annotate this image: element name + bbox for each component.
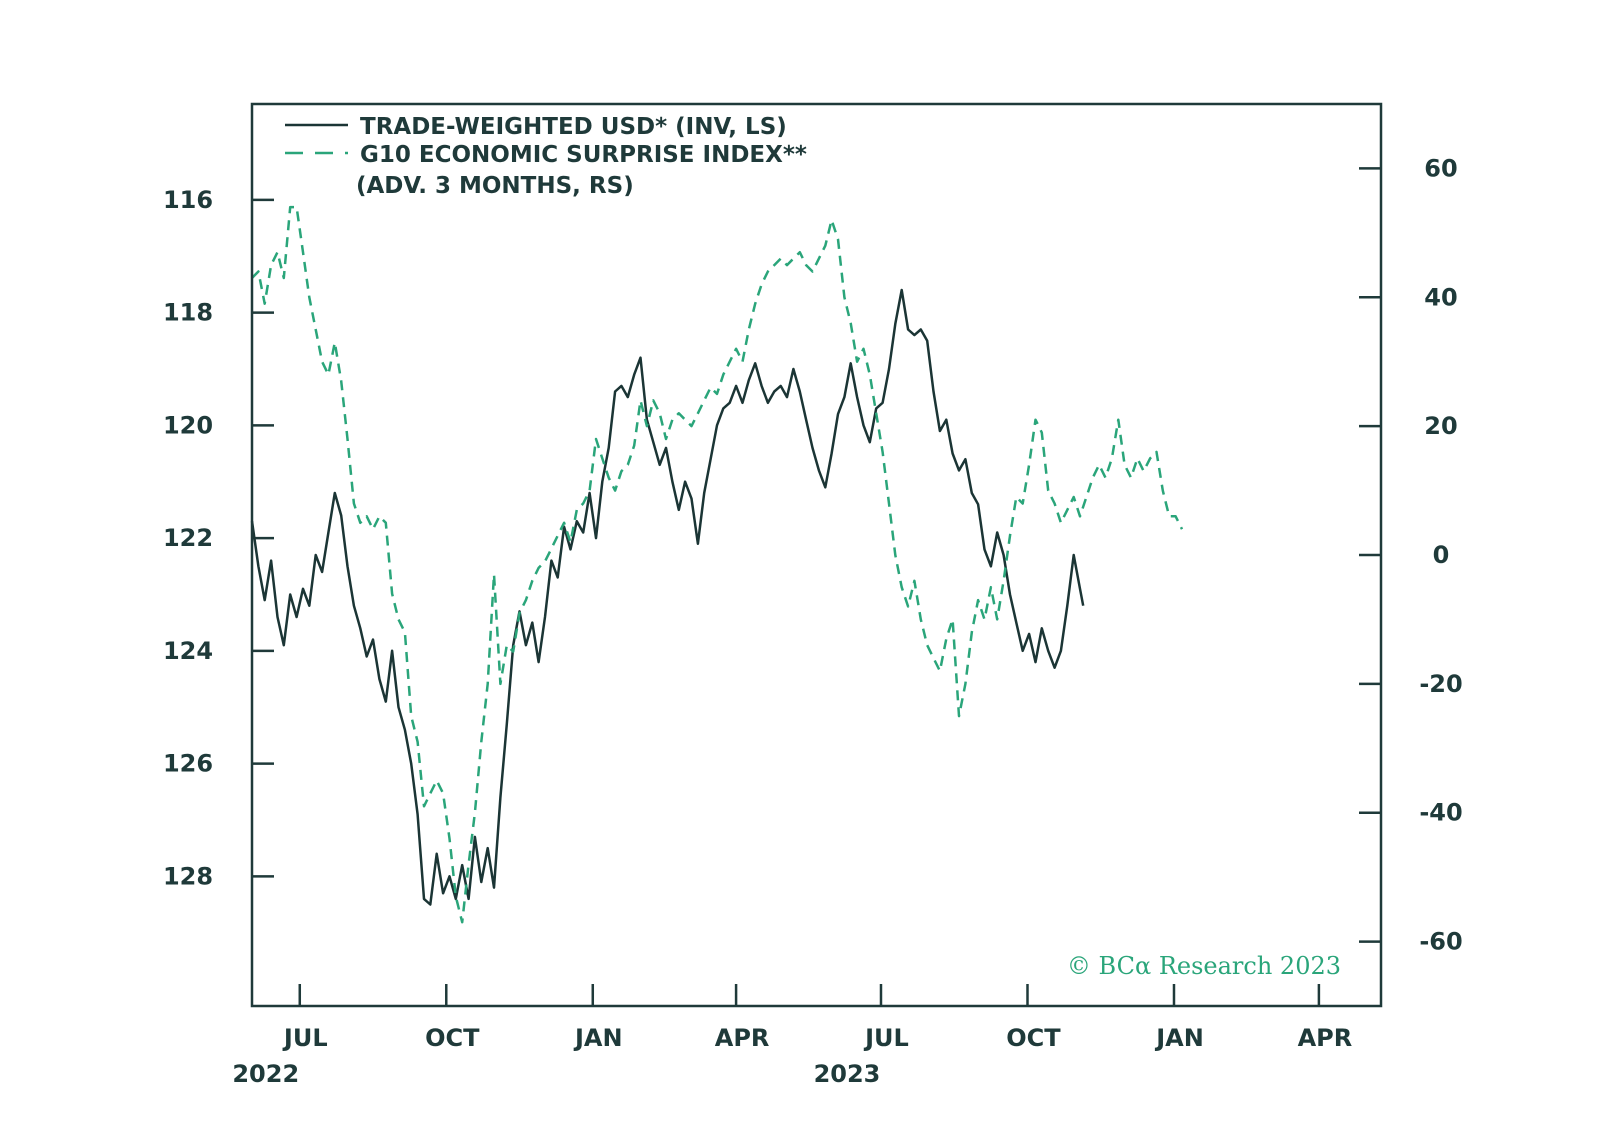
legend-surprise-sublabel: (ADV. 3 MONTHS, RS): [356, 173, 634, 199]
legend-usd-label: TRADE-WEIGHTED USD* (INV, LS): [360, 114, 787, 140]
chart-ticks: [252, 167, 1381, 1006]
left-axis-tick-label: 126: [163, 750, 213, 778]
x-axis-tick-label: JUL: [282, 1024, 328, 1052]
right-axis-tick-label: 20: [1424, 412, 1457, 440]
left-axis-tick-label: 118: [163, 299, 213, 327]
right-axis-tick-label: -60: [1419, 928, 1462, 956]
legend: TRADE-WEIGHTED USD* (INV, LS) G10 ECONOM…: [285, 114, 807, 199]
left-axis-tick-label: 124: [163, 637, 213, 665]
plot-frame: [250, 102, 1383, 1008]
x-axis-tick-label: JAN: [1154, 1024, 1204, 1052]
right-axis-tick-label: 40: [1424, 283, 1457, 311]
surprise-series-line: [251, 205, 1184, 924]
x-axis-tick-label: APR: [715, 1024, 770, 1052]
x-axis-year-label: 2022: [232, 1060, 299, 1088]
copyright-notice: © BCα Research 2023: [1067, 952, 1341, 980]
x-axis-tick-label: JAN: [573, 1024, 623, 1052]
left-axis-tick-label: 122: [163, 524, 213, 552]
right-axis-tick-label: 60: [1424, 154, 1457, 182]
usd-series-line: [250, 288, 1085, 906]
right-axis-tick-label: -40: [1419, 799, 1462, 827]
left-axis-tick-label: 120: [163, 411, 213, 439]
chart-series: [250, 205, 1184, 924]
right-axis-tick-label: 0: [1433, 541, 1450, 569]
left-axis-tick-label: 116: [163, 186, 213, 214]
x-axis-tick-label: OCT: [425, 1024, 480, 1052]
x-axis-year-label: 2023: [814, 1060, 881, 1088]
x-axis-tick-label: APR: [1298, 1024, 1353, 1052]
x-axis-tick-label: OCT: [1006, 1024, 1061, 1052]
legend-surprise-label: G10 ECONOMIC SURPRISE INDEX**: [360, 142, 807, 168]
axis-labels: 116 118 120 122 124 126 128 60 40 20 0 -20 -40 -60 JUL…: [163, 154, 1463, 1088]
x-axis-tick-label: JUL: [863, 1024, 909, 1052]
left-axis-tick-label: 128: [163, 862, 213, 890]
right-axis-tick-label: -20: [1419, 670, 1462, 698]
